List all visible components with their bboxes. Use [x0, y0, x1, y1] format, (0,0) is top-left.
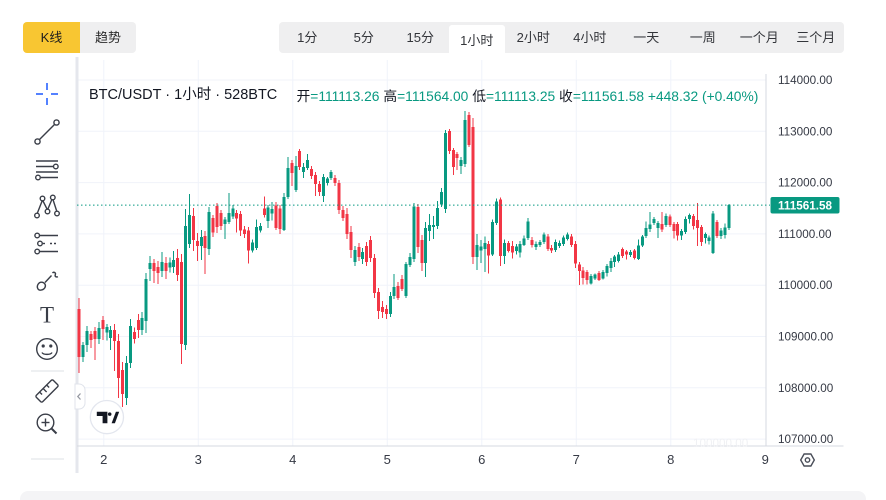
- svg-text:112000.00: 112000.00: [778, 177, 833, 190]
- svg-text:3: 3: [195, 452, 202, 467]
- svg-text:110000.00: 110000.00: [778, 279, 833, 292]
- svg-text:2: 2: [100, 452, 107, 467]
- svg-text:5: 5: [384, 452, 391, 467]
- svg-text:114000.00: 114000.00: [778, 74, 833, 87]
- svg-text:109000.00: 109000.00: [778, 331, 834, 344]
- svg-text:107000.00: 107000.00: [778, 433, 834, 446]
- svg-text:T: T: [40, 303, 54, 328]
- svg-text:8: 8: [667, 452, 674, 467]
- svg-text:111561.58: 111561.58: [778, 200, 832, 213]
- svg-text:113000.00: 113000.00: [778, 125, 833, 138]
- svg-text:9: 9: [762, 452, 769, 467]
- svg-text:7: 7: [573, 452, 580, 467]
- svg-text:111000.00: 111000.00: [778, 228, 832, 241]
- svg-text:108000.00: 108000.00: [778, 382, 834, 395]
- svg-text:100000.00: 100000.00: [693, 437, 749, 450]
- svg-text:4: 4: [289, 452, 296, 467]
- svg-text:6: 6: [478, 452, 485, 467]
